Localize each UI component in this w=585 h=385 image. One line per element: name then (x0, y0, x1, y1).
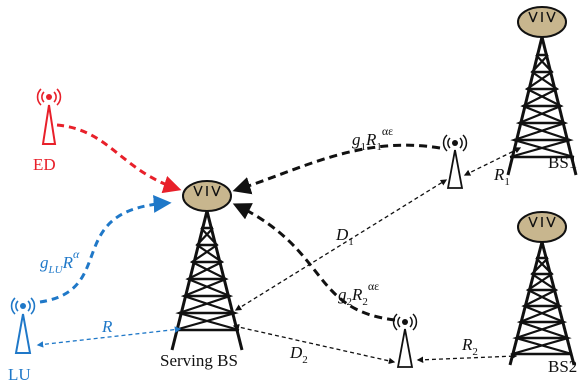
distance-r-label: R (101, 317, 113, 336)
distance-d1-label: D1 (335, 225, 354, 248)
lu-label: LU (8, 365, 31, 384)
node2-channel-label: g2R2αε (338, 279, 379, 308)
distance-r2-label: R2 (461, 335, 478, 358)
node1-antenna (442, 134, 468, 189)
node2-antenna (392, 313, 418, 368)
bs1-tower (506, 6, 578, 176)
serving-bs-label: Serving BS (160, 351, 238, 370)
serving-bs-tower (170, 180, 244, 351)
lu-link-arrow (39, 194, 172, 304)
lu-device (10, 297, 36, 354)
distance-r2-line (416, 352, 518, 364)
node1-channel-label: g1R1αε (352, 124, 393, 153)
ed-device (36, 88, 62, 145)
bs2-label: BS2 (548, 357, 577, 376)
bs2-tower (508, 211, 576, 366)
distance-d2-line (232, 323, 396, 365)
node1-interference-arrow (232, 143, 441, 195)
distance-d2-label: D2 (289, 343, 308, 366)
distance-d1-line (234, 179, 448, 311)
bs1-label: BS1 (548, 153, 577, 172)
lu-channel-label: gLURα (40, 247, 80, 276)
distance-r-line (36, 326, 182, 348)
node2-interference-arrow (232, 203, 396, 322)
ed-label: ED (33, 155, 56, 174)
distance-r1-label: R1 (493, 165, 510, 188)
distance-r1-line (463, 147, 522, 176)
ed-link-arrow (56, 123, 182, 194)
